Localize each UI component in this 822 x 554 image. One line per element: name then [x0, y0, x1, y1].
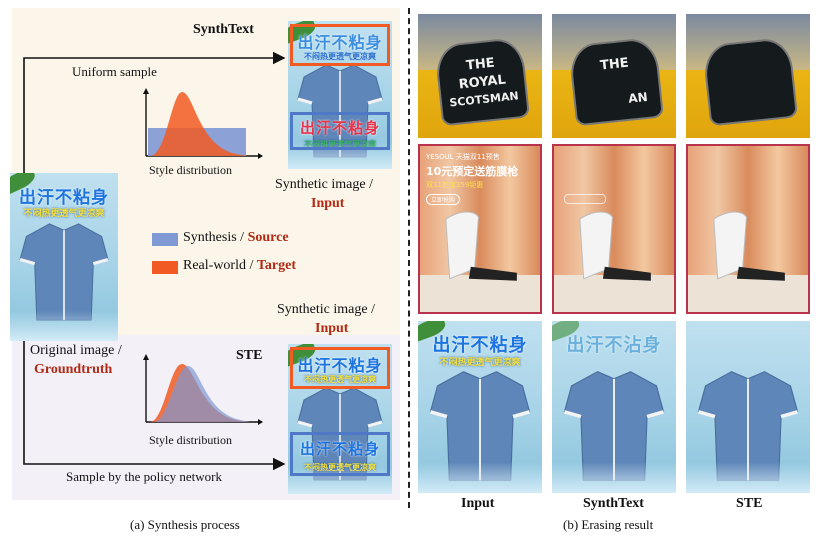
synthtext-label: SynthText: [193, 22, 254, 37]
original-main-text: 出汗不粘身: [19, 188, 109, 208]
ste-synthetic-main-text: 出汗不粘身: [299, 440, 380, 458]
legend-realworld-swatch: [152, 261, 178, 274]
col-label-synthtext: SynthText: [583, 496, 644, 511]
shirt-ste-image: [686, 321, 810, 493]
shirt-input-sub-text: 不闷热更透气更凉爽: [439, 358, 521, 368]
synthtext-highlight-blue: [290, 112, 390, 150]
treadmill-input-image: YESOUL 天猫双11预售 10元预定送筋膜枪 双11抢宝359钜惠 立即抢购: [418, 144, 542, 314]
legend-realworld-label: Real-world / Target: [183, 258, 297, 273]
ste-label: STE: [236, 348, 263, 363]
synthetic-image-label-bottom: Synthetic image /: [277, 302, 375, 317]
original-sub-text: 不闷热更透气更凉爽: [23, 209, 105, 219]
original-image-label: Original image /: [30, 343, 122, 358]
policy-network-label: Sample by the policy network: [66, 469, 222, 484]
sign-ste-image: [686, 14, 810, 138]
legend-synthesis-swatch: [152, 233, 178, 246]
shirt-input-image: 出汗不粘身 不闷热更透气更凉爽: [418, 321, 542, 493]
ad-button-text: 立即抢购: [426, 194, 461, 205]
synthtext-synthetic-main-text: 出汗不粘身: [299, 119, 380, 137]
style-distribution-plot-top: [143, 88, 263, 159]
legend-synthesis-label: Synthesis / Source: [183, 230, 289, 245]
ad-brand-text: YESOUL 天猫双11预售: [426, 153, 500, 161]
caption-a: (a) Synthesis process: [130, 517, 240, 532]
ste-main-text: 出汗不粘身: [297, 356, 383, 375]
treadmill-synthtext-image: [552, 144, 676, 314]
sign-input-image: THE ROYAL SCOTSMAN: [418, 14, 542, 138]
ad-title-text: 10元预定送筋膜枪: [426, 165, 519, 178]
ad-sub-text: 双11抢宝359钜惠: [426, 181, 484, 189]
input-label-bottom: Input: [315, 321, 349, 336]
section-divider: [408, 8, 410, 508]
ste-highlight-orange: [290, 347, 390, 389]
synthtext-synthetic-image: 出汗不粘身 不闷热更透气更凉爽 出汗不粘身 不闷热更透气更凉爽: [288, 21, 392, 169]
sign-synthtext-image: THE AN: [552, 14, 676, 138]
groundtruth-label: Groundtruth: [34, 362, 113, 377]
style-distribution-label-bottom: Style distribution: [149, 433, 233, 447]
treadmill-ste-image: [686, 144, 810, 314]
style-distribution-label-top: Style distribution: [149, 163, 233, 177]
synthtext-sub-text: 不闷热更透气更凉爽: [304, 52, 376, 61]
caption-b: (b) Erasing result: [563, 517, 654, 532]
synthtext-main-text: 出汗不粘身: [297, 33, 383, 52]
sign-synthtext-line1: THE: [599, 55, 630, 74]
shirt-input-main-text: 出汗不粘身: [432, 335, 528, 356]
shirt-synthtext-image: 出汗不沾身: [552, 321, 676, 493]
original-image: 出汗不粘身 不闷热更透气更凉爽: [10, 173, 118, 341]
input-label-top: Input: [311, 196, 345, 211]
ste-highlight-blue: [290, 432, 390, 476]
style-distribution-plot-bottom: [143, 354, 263, 425]
ste-sub-text: 不闷热更透气更凉爽: [304, 375, 376, 384]
shirt-synthtext-main-text: 出汗不沾身: [566, 335, 662, 356]
realworld-curve-top: [150, 92, 248, 156]
synthesis-curve-bottom: [154, 366, 250, 422]
col-label-input: Input: [461, 496, 495, 511]
uniform-sample-label: Uniform sample: [72, 64, 157, 79]
sign-synthtext-line2: AN: [627, 90, 649, 107]
synthtext-highlight-orange: [290, 24, 390, 66]
synthetic-image-label-top: Synthetic image /: [275, 177, 373, 192]
col-label-ste: STE: [736, 496, 763, 511]
